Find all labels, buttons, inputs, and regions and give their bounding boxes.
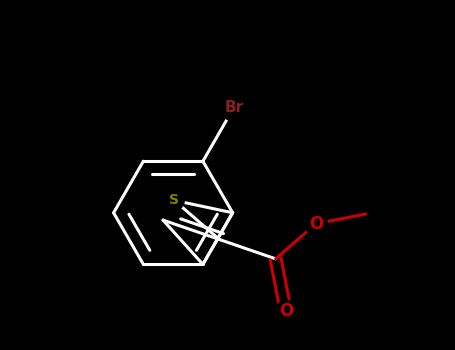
Text: O: O bbox=[279, 302, 293, 321]
Text: S: S bbox=[169, 194, 179, 208]
Text: Br: Br bbox=[225, 100, 244, 114]
Text: O: O bbox=[309, 215, 323, 233]
